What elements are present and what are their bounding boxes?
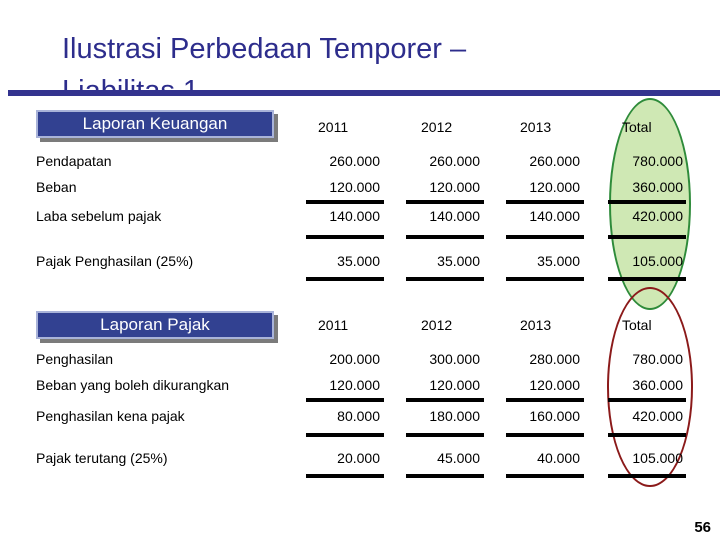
- subtotal-line: [506, 398, 584, 402]
- cell-value: 260.000: [429, 153, 480, 169]
- subtotal-line: [306, 398, 384, 402]
- section-laporan-keuangan: Laporan Keuangan: [36, 110, 274, 138]
- row-label: Pendapatan: [36, 153, 112, 169]
- cell-value: 160.000: [529, 408, 580, 424]
- cell-value: 120.000: [529, 179, 580, 195]
- total-line: [306, 235, 384, 239]
- cell-value: 120.000: [329, 179, 380, 195]
- year-header: 2011: [318, 317, 349, 333]
- total-highlight-oval-green: [609, 98, 691, 310]
- cell-value: 120.000: [529, 377, 580, 393]
- cell-value: 120.000: [429, 179, 480, 195]
- total-header: Total: [622, 317, 652, 333]
- title-line-1: Ilustrasi Perbedaan Temporer –: [62, 33, 467, 65]
- row-label: Beban: [36, 179, 77, 195]
- total-line: [608, 433, 686, 437]
- total-line: [506, 474, 584, 478]
- title-rule: [8, 90, 720, 96]
- total-line: [608, 235, 686, 239]
- total-line: [506, 277, 584, 281]
- total-line: [306, 474, 384, 478]
- cell-value: 140.000: [429, 208, 480, 224]
- cell-value: 35.000: [437, 253, 480, 269]
- subtotal-line: [306, 200, 384, 204]
- cell-value: 105.000: [632, 450, 683, 466]
- cell-value: 360.000: [632, 377, 683, 393]
- total-line: [406, 277, 484, 281]
- year-header: 2012: [421, 119, 453, 135]
- total-line: [608, 474, 686, 478]
- subtotal-line: [406, 200, 484, 204]
- total-line: [506, 235, 584, 239]
- cell-value: 780.000: [632, 351, 683, 367]
- cell-value: 20.000: [337, 450, 380, 466]
- row-label: Pajak terutang (25%): [36, 450, 168, 466]
- total-line: [406, 433, 484, 437]
- cell-value: 120.000: [329, 377, 380, 393]
- total-highlight-oval-red: [607, 287, 693, 487]
- row-label: Pajak Penghasilan (25%): [36, 253, 194, 269]
- cell-value: 300.000: [429, 351, 480, 367]
- cell-value: 200.000: [329, 351, 380, 367]
- cell-value: 35.000: [537, 253, 580, 269]
- cell-value: 140.000: [329, 208, 380, 224]
- total-line: [506, 433, 584, 437]
- subtotal-line: [506, 200, 584, 204]
- total-line: [608, 277, 686, 281]
- page-number: 56: [694, 519, 711, 536]
- subtotal-line: [608, 200, 686, 204]
- section-laporan-pajak: Laporan Pajak: [36, 311, 274, 339]
- cell-value: 45.000: [437, 450, 480, 466]
- row-label: Laba sebelum pajak: [36, 208, 162, 224]
- cell-value: 420.000: [632, 408, 683, 424]
- total-line: [306, 277, 384, 281]
- total-header: Total: [622, 119, 652, 135]
- cell-value: 260.000: [329, 153, 380, 169]
- cell-value: 80.000: [337, 408, 380, 424]
- cell-value: 35.000: [337, 253, 380, 269]
- year-header: 2011: [318, 119, 349, 135]
- total-line: [306, 433, 384, 437]
- cell-value: 40.000: [537, 450, 580, 466]
- year-header: 2013: [520, 317, 552, 333]
- cell-value: 105.000: [632, 253, 683, 269]
- subtotal-line: [608, 398, 686, 402]
- row-label: Beban yang boleh dikurangkan: [36, 377, 230, 393]
- cell-value: 140.000: [529, 208, 580, 224]
- year-header: 2012: [421, 317, 453, 333]
- title-line-2: Liabilitas 1: [62, 70, 622, 90]
- total-line: [406, 474, 484, 478]
- row-label: Penghasilan kena pajak: [36, 408, 185, 424]
- subtotal-line: [406, 398, 484, 402]
- total-line: [406, 235, 484, 239]
- year-header: 2013: [520, 119, 552, 135]
- cell-value: 280.000: [529, 351, 580, 367]
- cell-value: 360.000: [632, 179, 683, 195]
- cell-value: 120.000: [429, 377, 480, 393]
- cell-value: 260.000: [529, 153, 580, 169]
- row-label: Penghasilan: [36, 351, 114, 367]
- cell-value: 780.000: [632, 153, 683, 169]
- cell-value: 420.000: [632, 208, 683, 224]
- cell-value: 180.000: [429, 408, 480, 424]
